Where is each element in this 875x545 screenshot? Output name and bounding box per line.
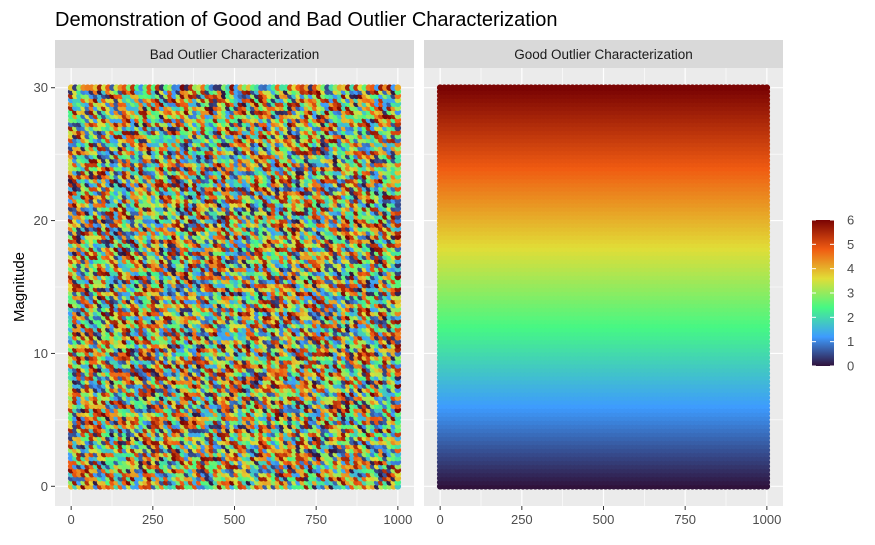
facet-label-bad: Bad Outlier Characterization (150, 47, 320, 62)
points-bad (68, 84, 401, 489)
chart-title: Demonstration of Good and Bad Outlier Ch… (55, 9, 558, 31)
